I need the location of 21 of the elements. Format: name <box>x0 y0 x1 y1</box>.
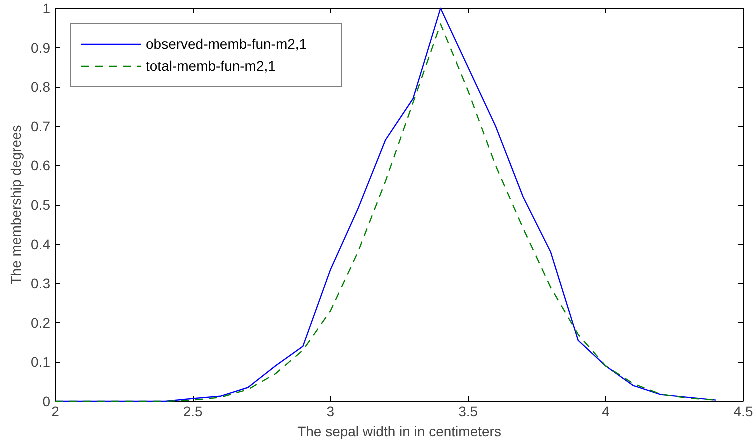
x-tick-label: 2.5 <box>183 404 204 420</box>
x-tick-label: 4.5 <box>734 404 754 420</box>
x-tick-label: 3 <box>326 404 335 420</box>
y-tick-label: 0.2 <box>31 314 51 331</box>
legend-label: observed-memb-fun-m2,1 <box>146 36 308 52</box>
y-tick-label: 0.8 <box>31 79 51 96</box>
y-tick-label: 1 <box>42 0 51 16</box>
y-tick-label: 0.9 <box>31 40 51 56</box>
x-tick-label: 2 <box>52 404 60 420</box>
y-tick-label: 0 <box>42 394 51 410</box>
y-tick-label: 0.1 <box>31 354 51 370</box>
legend-label: total-memb-fun-m2,1 <box>146 58 277 74</box>
y-axis-title: The membership degrees <box>8 125 24 285</box>
y-tick-label: 0.7 <box>31 118 51 134</box>
y-tick-label: 0.4 <box>31 236 51 252</box>
y-tick-label: 0.6 <box>31 158 51 174</box>
y-tick-label: 0.5 <box>31 197 51 213</box>
x-tick-label: 3.5 <box>458 404 478 420</box>
x-tick-label: 4 <box>602 404 610 420</box>
y-tick-label: 0.3 <box>31 276 51 292</box>
x-axis-title: The sepal width in in centimeters <box>298 424 502 440</box>
